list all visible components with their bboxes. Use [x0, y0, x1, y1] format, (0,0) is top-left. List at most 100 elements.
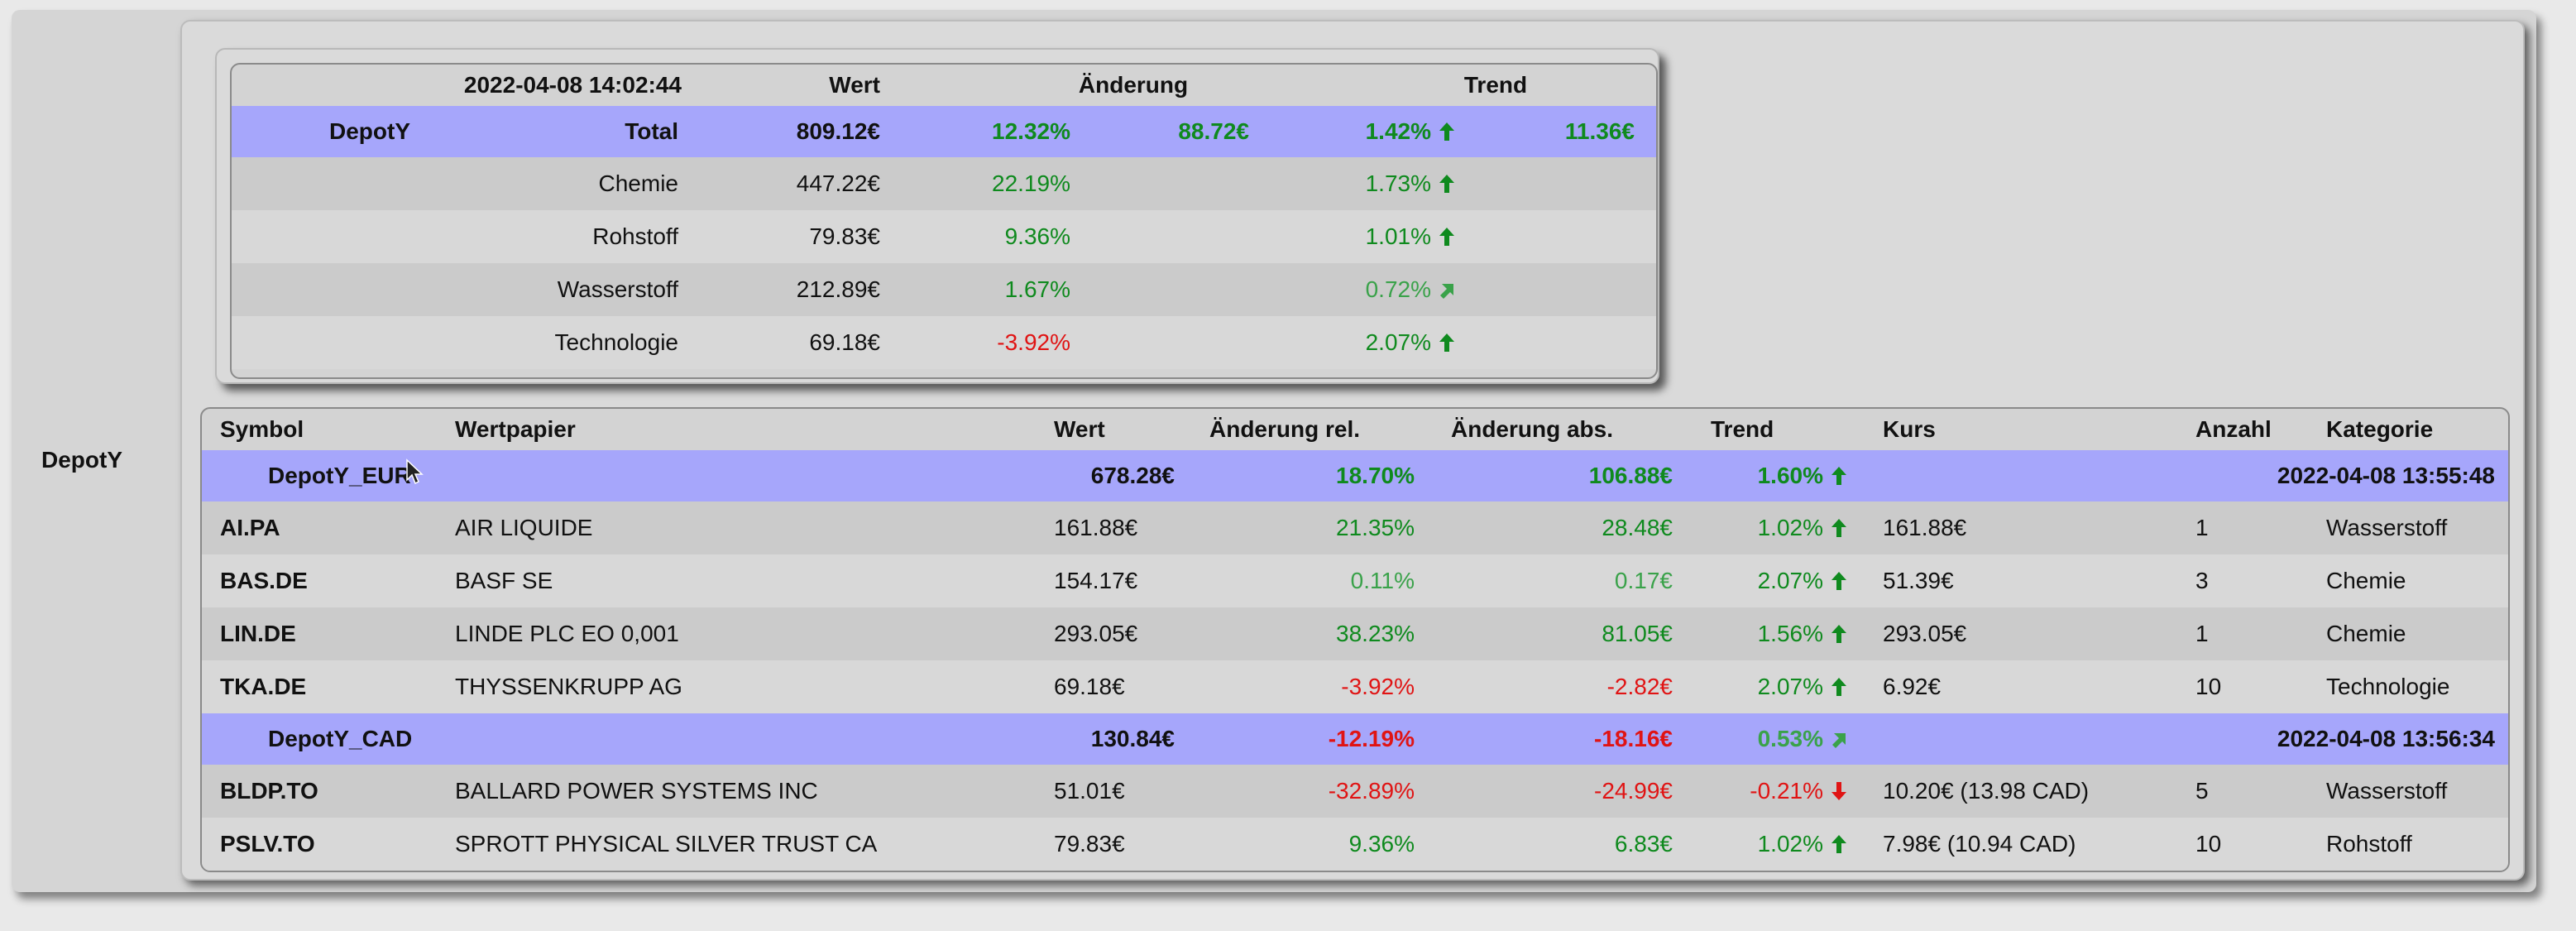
- group-row-cad[interactable]: DepotY_CAD 130.84€ -12.19% -18.16€ 0.53%…: [202, 713, 2508, 765]
- table-row[interactable]: LIN.DE LINDE PLC EO 0,001 293.05€ 38.23%…: [202, 607, 2508, 660]
- table-row[interactable]: BLDP.TO BALLARD POWER SYSTEMS INC 51.01€…: [202, 765, 2508, 818]
- col-header-aenderung-abs[interactable]: Änderung abs.: [1451, 416, 1614, 442]
- arrow-up-icon: [1439, 175, 1454, 193]
- group-abs: 106.88€: [1588, 463, 1673, 488]
- symbol-cell: PSLV.TO: [220, 831, 315, 857]
- summary-total-wert: 809.12€: [796, 118, 880, 144]
- rel-cell: 21.35%: [1336, 515, 1415, 540]
- summary-header-wert: Wert: [829, 72, 880, 98]
- kategorie-cell: Technologie: [2326, 674, 2450, 699]
- wert-cell: 79.83€: [1054, 831, 1125, 857]
- summary-table: 2022-04-08 14:02:44 Wert Änderung Trend …: [230, 63, 1658, 379]
- group-wert: 678.28€: [1090, 463, 1175, 488]
- arrow-up-icon: [1439, 122, 1454, 141]
- col-header-trend[interactable]: Trend: [1711, 416, 1774, 442]
- holdings-table: Symbol Wertpapier Wert Änderung rel. Änd…: [200, 407, 2510, 872]
- summary-panel: 2022-04-08 14:02:44 Wert Änderung Trend …: [215, 48, 1659, 384]
- abs-cell: 28.48€: [1602, 515, 1673, 540]
- wert-cell: 154.17€: [1054, 568, 1138, 593]
- summary-row-trend-pct: 0.72%: [1365, 276, 1431, 302]
- summary-header-row: 2022-04-08 14:02:44 Wert Änderung Trend: [232, 65, 1656, 106]
- summary-row[interactable]: Technologie 69.18€ -3.92% 2.07%: [232, 316, 1656, 369]
- summary-row-label: Wasserstoff: [557, 276, 678, 302]
- summary-row-trend: 0.72%: [1307, 263, 1456, 316]
- abs-cell: 0.17€: [1614, 568, 1673, 593]
- table-row[interactable]: TKA.DE THYSSENKRUPP AG 69.18€ -3.92% -2.…: [202, 660, 2508, 713]
- summary-row[interactable]: Wasserstoff 212.89€ 1.67% 0.72%: [232, 263, 1656, 316]
- col-header-anzahl[interactable]: Anzahl: [2195, 416, 2272, 442]
- summary-row-trend: 2.07%: [1307, 316, 1456, 369]
- group-wert: 130.84€: [1090, 726, 1175, 751]
- trend-cell: 1.02%: [1691, 501, 1848, 554]
- summary-header-trend: Trend: [1463, 72, 1528, 98]
- group-trend-pct: 0.53%: [1757, 726, 1823, 751]
- arrow-up-icon: [1831, 519, 1846, 537]
- group-rel: -12.19%: [1328, 726, 1415, 751]
- group-name: DepotY_EUR: [268, 463, 411, 488]
- wertpapier-cell: LINDE PLC EO 0,001: [455, 621, 679, 646]
- summary-row-wert: 79.83€: [809, 223, 880, 249]
- trend-cell: 2.07%: [1691, 554, 1848, 607]
- group-row-eur[interactable]: DepotY_EUR 678.28€ 18.70% 106.88€ 1.60% …: [202, 450, 2508, 501]
- anzahl-cell: 5: [2195, 778, 2209, 804]
- group-timestamp: 2022-04-08 13:56:34: [2277, 726, 2495, 751]
- col-header-kurs[interactable]: Kurs: [1883, 416, 1936, 442]
- trend-cell: -0.21%: [1691, 765, 1848, 818]
- rel-cell: 0.11%: [1350, 568, 1415, 593]
- depot-content-panel: 2022-04-08 14:02:44 Wert Änderung Trend …: [180, 20, 2525, 881]
- group-timestamp: 2022-04-08 13:55:48: [2277, 463, 2495, 488]
- abs-cell: -2.82€: [1606, 674, 1673, 699]
- summary-row[interactable]: Chemie 447.22€ 22.19% 1.73%: [232, 157, 1656, 210]
- rel-cell: -32.89%: [1328, 778, 1415, 804]
- wert-cell: 293.05€: [1054, 621, 1138, 646]
- kurs-cell: 161.88€: [1883, 515, 1967, 540]
- col-header-wert[interactable]: Wert: [1054, 416, 1105, 442]
- symbol-cell: LIN.DE: [220, 621, 296, 646]
- kurs-cell: 6.92€: [1883, 674, 1942, 699]
- anzahl-cell: 10: [2195, 831, 2222, 857]
- summary-row-rel: 1.67%: [1004, 276, 1070, 302]
- trend-cell: 1.02%: [1691, 818, 1848, 871]
- rel-cell: 9.36%: [1348, 831, 1415, 857]
- kurs-cell: 7.98€ (10.94 CAD): [1883, 831, 2076, 857]
- summary-timestamp: 2022-04-08 14:02:44: [463, 72, 682, 98]
- summary-total-label: Total: [625, 118, 678, 144]
- table-row[interactable]: AI.PA AIR LIQUIDE 161.88€ 21.35% 28.48€ …: [202, 501, 2508, 554]
- summary-row-trend-pct: 1.73%: [1365, 170, 1431, 196]
- col-header-wertpapier[interactable]: Wertpapier: [455, 416, 576, 442]
- wertpapier-cell: BASF SE: [455, 568, 553, 593]
- summary-total-trend: 1.42%: [1307, 106, 1456, 157]
- group-trend: 1.60%: [1691, 450, 1848, 501]
- trend-pct: -0.21%: [1750, 778, 1823, 804]
- summary-row-rel: -3.92%: [997, 329, 1070, 355]
- summary-row-trend: 1.73%: [1307, 157, 1456, 210]
- arrow-up-icon: [1831, 572, 1846, 590]
- summary-total-row[interactable]: DepotY Total 809.12€ 12.32% 88.72€ 1.42%…: [232, 106, 1656, 157]
- group-trend-pct: 1.60%: [1757, 463, 1823, 488]
- table-row[interactable]: PSLV.TO SPROTT PHYSICAL SILVER TRUST CA …: [202, 818, 2508, 871]
- summary-row-label: Chemie: [598, 170, 678, 196]
- col-header-aenderung-rel[interactable]: Änderung rel.: [1209, 416, 1361, 442]
- arrow-up-icon: [1831, 625, 1846, 643]
- depot-container: DepotY 2022-04-08 14:02:44 Wert Änderung…: [12, 10, 2536, 892]
- col-header-kategorie[interactable]: Kategorie: [2326, 416, 2434, 442]
- arrow-up-icon: [1831, 678, 1846, 696]
- summary-row[interactable]: Rohstoff 79.83€ 9.36% 1.01%: [232, 210, 1656, 263]
- symbol-cell: AI.PA: [220, 515, 280, 540]
- kategorie-cell: Wasserstoff: [2326, 778, 2448, 804]
- rel-cell: -3.92%: [1341, 674, 1415, 699]
- col-header-symbol[interactable]: Symbol: [220, 416, 304, 442]
- wertpapier-cell: AIR LIQUIDE: [455, 515, 593, 540]
- wert-cell: 69.18€: [1054, 674, 1125, 699]
- summary-row-trend-pct: 2.07%: [1365, 329, 1431, 355]
- arrow-up-icon: [1831, 835, 1846, 853]
- table-row[interactable]: BAS.DE BASF SE 154.17€ 0.11% 0.17€ 2.07%…: [202, 554, 2508, 607]
- mouse-cursor-icon: [406, 458, 424, 485]
- abs-cell: 81.05€: [1602, 621, 1673, 646]
- trend-pct: 1.02%: [1757, 831, 1823, 857]
- summary-depot-name: DepotY: [329, 118, 410, 144]
- summary-total-trend-abs: 11.36€: [1564, 118, 1635, 144]
- arrow-up-icon: [1439, 228, 1454, 246]
- wertpapier-cell: THYSSENKRUPP AG: [455, 674, 682, 699]
- table-header-row: Symbol Wertpapier Wert Änderung rel. Änd…: [202, 409, 2508, 450]
